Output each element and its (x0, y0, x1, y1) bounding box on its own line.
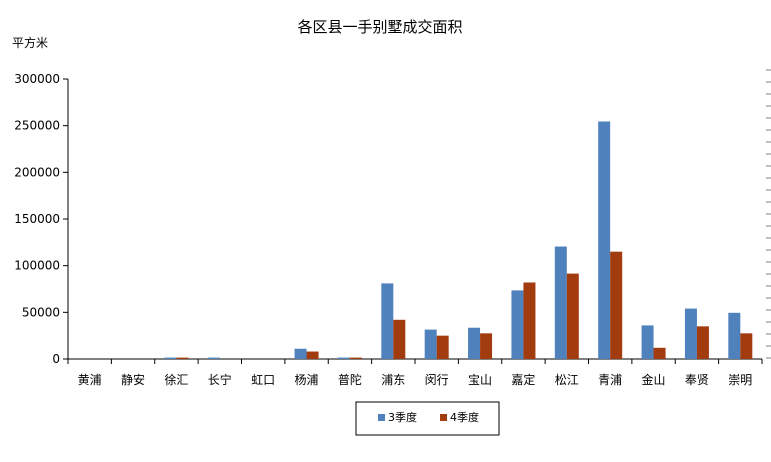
legend-label: 4季度 (450, 410, 479, 424)
bar (598, 121, 611, 359)
bar (294, 348, 307, 359)
bar (164, 357, 177, 359)
bar (436, 335, 449, 359)
bar (349, 357, 362, 359)
legend-swatch (378, 414, 385, 421)
bar (381, 283, 394, 359)
x-tick-label: 静安 (121, 372, 145, 387)
x-tick-label: 长宁 (208, 372, 232, 387)
bar (468, 327, 481, 359)
bar (511, 290, 524, 359)
bar (523, 282, 536, 359)
y-tick-label: 100000 (14, 259, 60, 273)
bar (306, 351, 319, 359)
legend-label: 3季度 (388, 410, 417, 424)
bar (641, 325, 654, 359)
right-edge-ticks (766, 69, 771, 359)
bar (653, 347, 666, 359)
x-tick-label: 青浦 (598, 373, 622, 387)
x-tick-label: 浦东 (381, 373, 405, 387)
bar (696, 326, 709, 359)
bar (610, 251, 623, 359)
bar (393, 319, 406, 359)
bar (684, 308, 697, 359)
y-axis-unit-label: 平方米 (12, 35, 48, 50)
chart-title: 各区县一手别墅成交面积 (297, 18, 462, 36)
y-tick-label: 250000 (14, 119, 60, 133)
x-tick-label: 松江 (555, 373, 579, 387)
x-tick-label: 崇明 (728, 373, 752, 387)
x-tick-label: 宝山 (468, 373, 492, 387)
x-tick-label: 嘉定 (511, 372, 535, 387)
x-tick-label: 黄浦 (78, 373, 102, 387)
bar (207, 357, 220, 359)
bar (554, 246, 567, 359)
y-tick-label: 0 (52, 352, 60, 366)
y-tick-label: 150000 (14, 212, 60, 226)
x-tick-label: 普陀 (338, 372, 362, 387)
x-tick-label: 金山 (642, 372, 666, 387)
x-tick-label: 闵行 (425, 372, 449, 387)
x-axis-labels: 黄浦 静安 徐汇 长宁 虹口 杨浦 普陀 浦东 闵行 宝山 嘉定 松江 青浦 金山 奉贤 崇明 (67, 359, 763, 387)
bars (164, 121, 753, 359)
y-tick-label: 50000 (22, 305, 60, 319)
x-tick-label: 虹口 (251, 373, 275, 387)
y-tick-label: 300000 (14, 72, 60, 86)
x-tick-label: 杨浦 (295, 372, 319, 387)
bar (480, 333, 493, 359)
axes (67, 79, 762, 360)
bar (740, 333, 753, 359)
bar (566, 273, 579, 359)
legend-swatch (440, 414, 447, 421)
y-tick-label: 200000 (14, 165, 60, 179)
x-tick-label: 奉贤 (685, 373, 709, 387)
bar (176, 357, 189, 359)
legend: 3季度 4季度 (355, 401, 500, 436)
bar (424, 329, 437, 359)
bar (337, 357, 350, 359)
y-axis-ticks: 0 50000 100000 150000 200000 250000 300000 (14, 72, 68, 366)
bar (728, 312, 741, 359)
x-tick-label: 徐汇 (164, 372, 188, 387)
